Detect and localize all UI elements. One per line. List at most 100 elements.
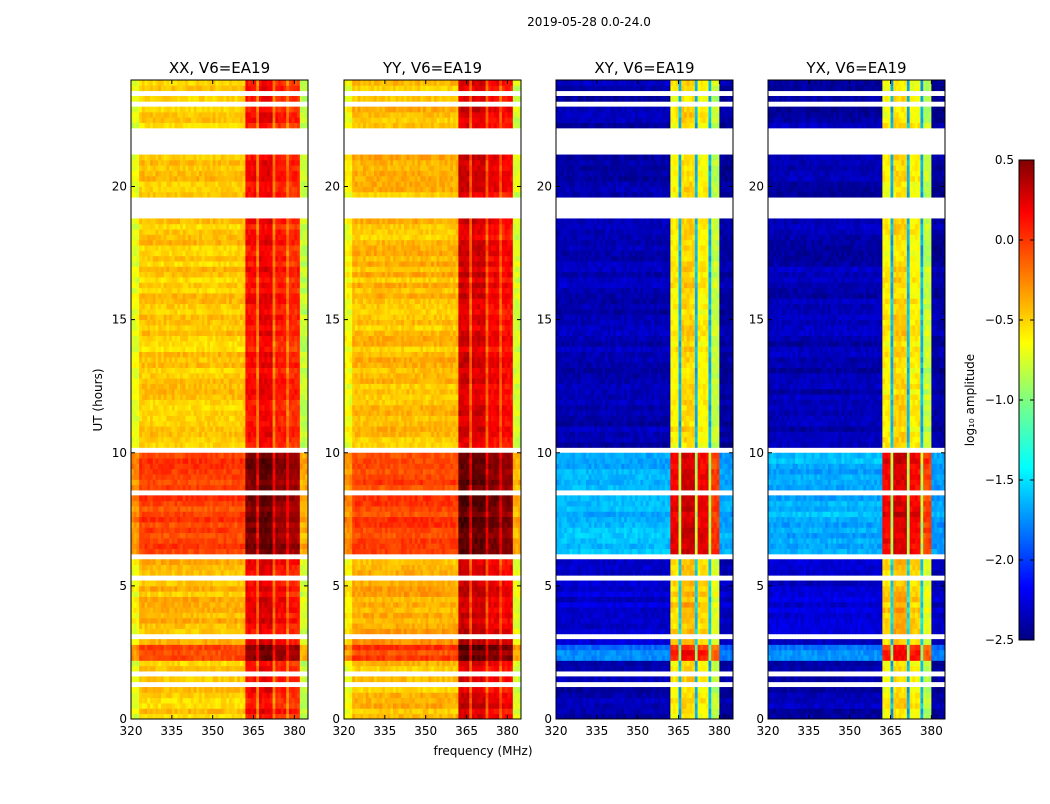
heatmap-cell xyxy=(264,314,267,320)
heatmap-cell xyxy=(142,644,145,650)
heatmap-cell xyxy=(175,644,178,650)
heatmap-cell xyxy=(156,703,159,709)
heatmap-cell xyxy=(175,565,178,571)
heatmap-cell xyxy=(267,362,270,368)
heatmap-cell xyxy=(273,559,276,565)
heatmap-cell xyxy=(156,314,159,320)
heatmap-cell xyxy=(237,288,240,294)
heatmap-cell xyxy=(166,320,169,326)
heatmap-cell xyxy=(161,570,164,576)
heatmap-cell xyxy=(267,410,270,416)
heatmap-cell xyxy=(164,469,167,475)
heatmap-cell xyxy=(139,655,142,661)
heatmap-cell xyxy=(237,352,240,358)
heatmap-cell xyxy=(136,368,139,374)
heatmap-cell xyxy=(248,431,251,437)
heatmap-cell xyxy=(172,357,175,363)
heatmap-cell xyxy=(142,479,145,485)
heatmap-cell xyxy=(202,485,205,491)
heatmap-cell xyxy=(240,384,243,390)
heatmap-cell xyxy=(278,543,281,549)
heatmap-cell xyxy=(267,389,270,395)
heatmap-cell xyxy=(237,676,240,682)
heatmap-cell xyxy=(294,522,297,528)
heatmap-cell xyxy=(251,485,254,491)
heatmap-cell xyxy=(286,336,289,342)
heatmap-cell xyxy=(273,426,276,432)
heatmap-cell xyxy=(172,538,175,544)
heatmap-cell xyxy=(136,549,139,555)
heatmap-cell xyxy=(226,676,229,682)
heatmap-cell xyxy=(303,543,306,549)
heatmap-cell xyxy=(134,597,137,603)
heatmap-cell xyxy=(251,559,254,565)
heatmap-cell xyxy=(145,304,148,310)
heatmap-cell xyxy=(150,362,153,368)
heatmap-cell xyxy=(150,378,153,384)
heatmap-cell xyxy=(196,613,199,619)
heatmap-cell xyxy=(142,282,145,288)
heatmap-cell xyxy=(139,591,142,597)
heatmap-cell xyxy=(166,602,169,608)
heatmap-cell xyxy=(289,538,292,544)
heatmap-cell xyxy=(221,469,224,475)
heatmap-cell xyxy=(254,373,257,379)
heatmap-cell xyxy=(136,415,139,421)
heatmap-cell xyxy=(142,549,145,555)
heatmap-cell xyxy=(251,533,254,539)
heatmap-cell xyxy=(188,570,191,576)
heatmap-cell xyxy=(156,687,159,693)
heatmap-cell xyxy=(289,389,292,395)
heatmap-cell xyxy=(134,368,137,374)
heatmap-cell xyxy=(172,559,175,565)
heatmap-cell xyxy=(283,703,286,709)
heatmap-cell xyxy=(229,666,232,672)
heatmap-cell xyxy=(177,309,180,315)
heatmap-cell xyxy=(303,586,306,592)
heatmap-cell xyxy=(158,591,161,597)
heatmap-cell xyxy=(234,591,237,597)
heatmap-cell xyxy=(264,666,267,672)
heatmap-cell xyxy=(281,639,284,645)
heatmap-cell xyxy=(275,549,278,555)
heatmap-cell xyxy=(270,458,273,464)
heatmap-cell xyxy=(254,362,257,368)
heatmap-cell xyxy=(188,666,191,672)
heatmap-cell xyxy=(185,501,188,507)
heatmap-cell xyxy=(221,373,224,379)
heatmap-cell xyxy=(147,655,150,661)
heatmap-cell xyxy=(240,549,243,555)
heatmap-cell xyxy=(177,698,180,704)
heatmap-cell xyxy=(188,703,191,709)
heatmap-cell xyxy=(172,293,175,299)
heatmap-cell xyxy=(172,623,175,629)
heatmap-cell xyxy=(156,453,159,459)
heatmap-cell xyxy=(188,282,191,288)
heatmap-cell xyxy=(213,655,216,661)
heatmap-cell xyxy=(300,644,303,650)
heatmap-cell xyxy=(224,357,227,363)
heatmap-cell xyxy=(172,511,175,517)
heatmap-cell xyxy=(275,660,278,666)
heatmap-cell xyxy=(300,298,303,304)
heatmap-cell xyxy=(240,639,243,645)
heatmap-cell xyxy=(215,442,218,448)
heatmap-cell xyxy=(134,453,137,459)
heatmap-cell xyxy=(232,618,235,624)
heatmap-cell xyxy=(136,304,139,310)
heatmap-cell xyxy=(300,437,303,443)
heatmap-cell xyxy=(292,314,295,320)
heatmap-cell xyxy=(286,442,289,448)
heatmap-cell xyxy=(264,378,267,384)
heatmap-cell xyxy=(281,485,284,491)
heatmap-cell xyxy=(248,708,251,714)
heatmap-cell xyxy=(142,410,145,416)
heatmap-cell xyxy=(254,538,257,544)
heatmap-cell xyxy=(289,288,292,294)
heatmap-cell xyxy=(142,602,145,608)
heatmap-cell xyxy=(205,527,208,533)
heatmap-cell xyxy=(267,644,270,650)
heatmap-cell xyxy=(150,368,153,374)
heatmap-cell xyxy=(166,543,169,549)
heatmap-cell xyxy=(292,517,295,523)
